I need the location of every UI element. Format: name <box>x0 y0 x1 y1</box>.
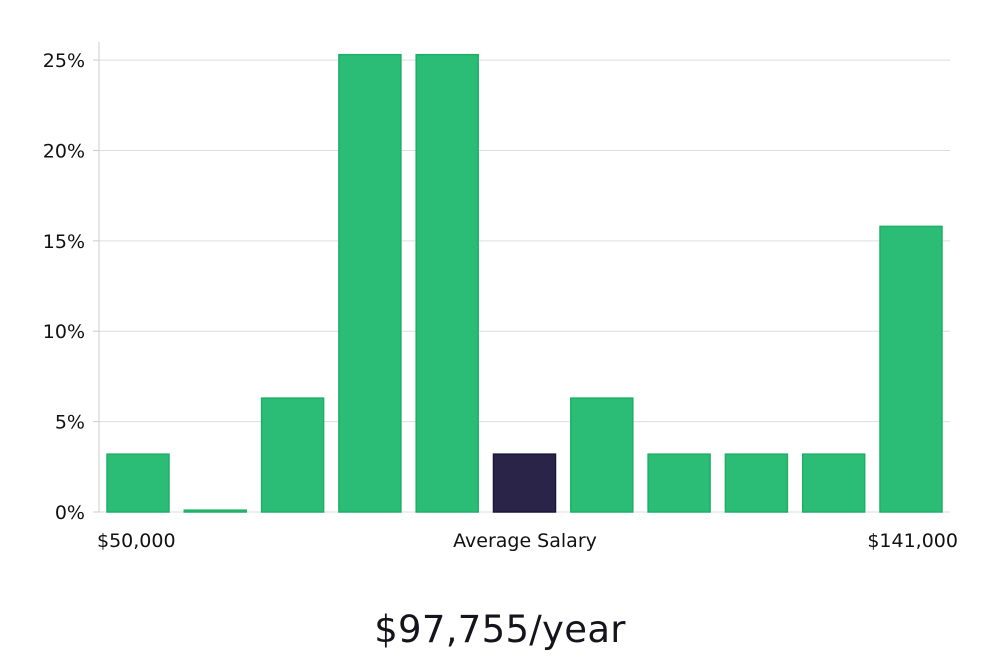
salary-histogram-chart: 0%5%10%15%20%25% $50,000 Average Salary … <box>43 42 958 552</box>
bars <box>106 53 943 513</box>
bar <box>415 53 479 513</box>
bar <box>260 397 325 513</box>
bar <box>106 453 170 513</box>
y-tick-label: 20% <box>43 140 85 162</box>
y-tick-label: 5% <box>55 412 85 434</box>
y-tick-label: 25% <box>43 50 85 72</box>
x-axis-title: Average Salary <box>453 530 597 552</box>
y-axis-ticks: 0% 5% 10% 15% 20% 25% <box>43 50 99 524</box>
bar <box>724 453 789 513</box>
x-axis-start-label: $50,000 <box>97 530 176 552</box>
bar-average-salary <box>492 453 557 513</box>
bar <box>183 509 248 513</box>
bar <box>879 225 943 513</box>
bar <box>570 397 634 513</box>
bar <box>801 453 866 513</box>
x-axis-end-label: $141,000 <box>867 530 958 552</box>
grid-lines <box>99 59 950 513</box>
average-salary-value: $97,755/year <box>374 608 626 651</box>
y-tick-label: 15% <box>43 231 85 253</box>
y-tick-label: 10% <box>43 321 85 343</box>
bar <box>338 53 402 513</box>
y-tick-label: 0% <box>55 502 85 524</box>
bar <box>647 453 711 513</box>
